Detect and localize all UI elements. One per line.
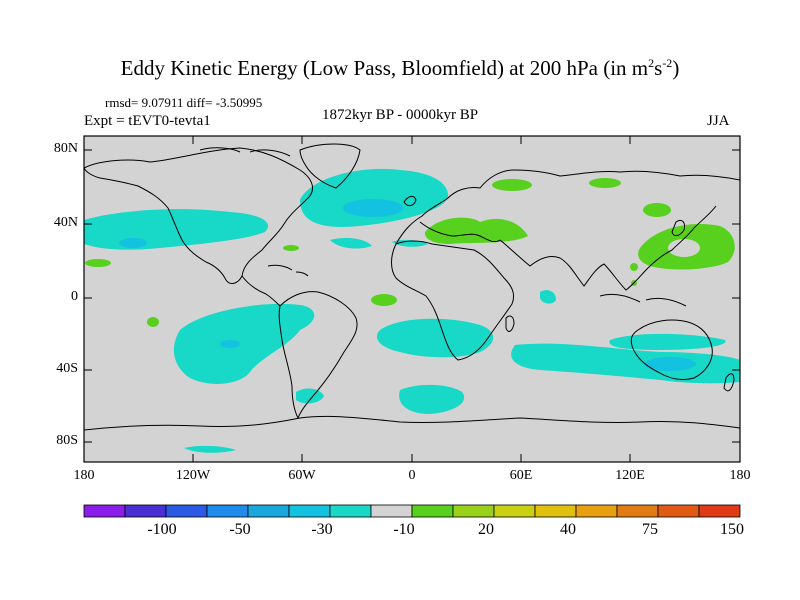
lat-label-40s: 40S	[56, 361, 78, 376]
colorbar-swatch	[329, 504, 372, 518]
experiment-label: Expt = tEVT0-tevta1	[84, 113, 211, 129]
colorbar-label: -30	[311, 521, 333, 538]
colorbar-swatch	[370, 504, 413, 518]
negative-anomaly-patch	[296, 388, 324, 404]
colorbar-swatch	[452, 504, 495, 518]
coast-south-asia	[499, 205, 717, 291]
colorbar-swatch	[288, 504, 331, 518]
positive-anomaly-patch	[371, 294, 397, 306]
coast-japan	[671, 219, 685, 237]
lon-label-60e: 60E	[509, 468, 533, 483]
colorbar-label: -50	[229, 521, 251, 538]
strong-negative-core	[119, 238, 147, 248]
anomaly-field	[84, 143, 740, 453]
plot-title: Eddy Kinetic Energy (Low Pass, Bloomfiel…	[120, 56, 680, 80]
positive-anomaly-patch	[283, 245, 299, 251]
positive-anomaly-patch	[643, 203, 671, 217]
colorbar-swatch	[534, 504, 577, 518]
negative-anomaly-patch	[511, 343, 740, 384]
colorbar-swatch	[657, 504, 700, 518]
colorbar-swatch	[616, 504, 659, 518]
lat-label-80s: 80S	[56, 433, 78, 448]
lon-label-60w: 60W	[288, 468, 316, 483]
negative-anomaly-patch	[184, 445, 236, 453]
lat-label-40n: 40N	[53, 215, 78, 230]
coast-mediterranean	[419, 221, 501, 243]
coast-central-america	[241, 275, 281, 307]
lat-label-80n: 80N	[53, 141, 78, 156]
coast-africa	[391, 240, 515, 361]
colorbar-swatch	[83, 504, 126, 518]
coast-arctic-islands	[199, 147, 291, 157]
colorbar-swatch	[165, 504, 208, 518]
negative-anomaly-patch	[540, 290, 556, 304]
coast-new-zealand	[723, 373, 735, 392]
lon-label-180e: 180	[729, 468, 751, 483]
lat-label-0: 0	[71, 289, 78, 304]
coast-australia	[630, 319, 713, 381]
negative-anomaly-patch	[376, 318, 494, 358]
coast-north-america	[84, 147, 314, 284]
coast-caribbean	[267, 264, 309, 277]
stats-line: rmsd= 9.07911 diff= -3.50995	[105, 95, 263, 110]
colorbar-label: -10	[393, 521, 415, 538]
coast-antarctica	[84, 415, 740, 431]
colorbar-swatch	[493, 504, 536, 518]
colorbar-swatch	[411, 504, 454, 518]
lon-label-120w: 120W	[175, 468, 211, 483]
coast-greenland	[299, 143, 361, 189]
positive-anomaly-patch	[589, 178, 621, 188]
coastlines	[84, 143, 740, 431]
colorbar-swatch	[124, 504, 167, 518]
positive-anomaly-patch	[492, 179, 532, 191]
neutral-hole	[668, 239, 700, 257]
colorbar-label: 150	[720, 521, 744, 538]
colorbar	[83, 504, 741, 518]
negative-anomaly-patch	[300, 168, 449, 227]
negative-anomaly-patch	[330, 238, 372, 249]
strong-negative-core	[644, 357, 696, 371]
strong-negative-core	[220, 340, 240, 348]
colorbar-label: -100	[147, 521, 177, 538]
lon-label-120e: 120E	[615, 468, 645, 483]
coast-south-america	[278, 291, 358, 420]
colorbar-swatch	[247, 504, 290, 518]
positive-anomaly-patch	[424, 217, 528, 244]
lon-label-0: 0	[408, 468, 416, 483]
period-label: 1872kyr BP - 0000kyr BP	[321, 107, 479, 123]
negative-anomaly-patch	[173, 303, 315, 384]
colorbar-label: 20	[478, 521, 494, 538]
negative-anomaly-patch	[609, 333, 726, 350]
colorbar-swatch	[206, 504, 249, 518]
coast-indonesia	[599, 293, 687, 307]
coast-madagascar	[505, 315, 515, 332]
strong-negative-core	[343, 199, 403, 217]
colorbar-swatch	[698, 504, 741, 518]
lon-label-180w: 180	[73, 468, 95, 483]
positive-anomaly-patch	[147, 317, 159, 327]
positive-anomaly-patch	[85, 259, 111, 267]
colorbar-swatch	[575, 504, 618, 518]
axis-ticks	[83, 136, 741, 462]
positive-anomaly-patch	[630, 263, 638, 271]
colorbar-label: 75	[642, 521, 658, 538]
coast-british-isles	[403, 195, 417, 207]
negative-anomaly-patch	[399, 384, 465, 414]
season-label: JJA	[707, 113, 730, 129]
colorbar-label: 40	[560, 521, 576, 538]
coast-eurasia-north	[395, 169, 740, 245]
